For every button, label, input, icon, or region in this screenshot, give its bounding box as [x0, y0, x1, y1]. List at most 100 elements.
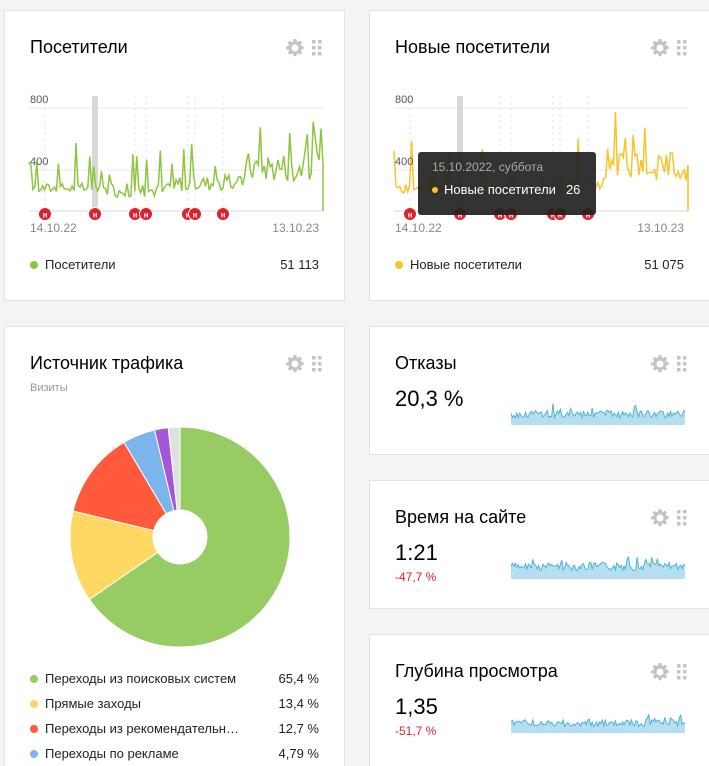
metric-value: 1,35: [395, 694, 438, 719]
tooltip-label: Новые посетители: [444, 182, 556, 197]
gear-icon[interactable]: [285, 354, 305, 374]
event-marker-label: н: [558, 211, 563, 220]
card-title: Время на сайте: [395, 507, 527, 527]
tooltip-value: 26: [565, 182, 581, 197]
card-title: Источник трафика: [30, 353, 184, 373]
sparkline-area: [511, 714, 685, 733]
gear-icon[interactable]: [650, 662, 670, 682]
y-tick-label: 800: [30, 94, 48, 106]
event-marker[interactable]: н: [216, 207, 230, 221]
traffic-pie-chart: [69, 426, 291, 648]
legend-dot: [30, 724, 38, 733]
event-marker[interactable]: н: [403, 207, 417, 221]
legend-label: Прямые заходы: [45, 696, 142, 711]
event-marker-label: н: [93, 211, 98, 220]
pie-slice[interactable]: [72, 441, 167, 532]
legend-item[interactable]: Новые посетители: [395, 257, 522, 272]
card-title: Посетители: [30, 37, 128, 57]
event-marker[interactable]: н: [188, 207, 202, 221]
x-axis-end-date: 13.10.23: [272, 221, 319, 235]
sparkline: [511, 555, 685, 579]
drag-handle-icon[interactable]: [677, 356, 687, 372]
event-marker-label: н: [509, 211, 514, 220]
sparkline-area: [511, 403, 685, 425]
legend-item[interactable]: Переходы из поисковых систем: [30, 671, 236, 686]
chart-tooltip: 15.10.2022, суббота Новые посетители 26: [418, 152, 596, 215]
drag-handle-icon[interactable]: [312, 356, 322, 372]
tooltip-dot: [432, 186, 438, 193]
page-depth-card: Глубина просмотра 1,35 -51,7 %: [369, 634, 709, 766]
time-on-site-card: Время на сайте 1:21 -47,7 %: [369, 480, 709, 609]
legend-dot: [30, 749, 38, 758]
y-tick-label: 800: [395, 94, 413, 106]
legend-dot: [395, 260, 403, 269]
legend-label: Новые посетители: [410, 257, 522, 272]
event-marker-label: н: [193, 211, 198, 220]
event-marker[interactable]: н: [88, 207, 102, 221]
event-marker[interactable]: н: [139, 207, 153, 221]
y-tick-label: 400: [395, 156, 413, 168]
sparkline-line: [511, 555, 685, 572]
legend-value: 13,4 %: [278, 696, 319, 711]
metric-delta: -51,7 %: [395, 724, 437, 738]
pie-slice[interactable]: [88, 426, 291, 648]
legend-dot: [30, 674, 38, 683]
sparkline-line: [511, 714, 685, 728]
bounce-rate-card: Отказы 20,3 %: [369, 326, 709, 455]
legend-label: Посетители: [45, 257, 116, 272]
legend-value: 65,4 %: [278, 671, 319, 686]
metric-value: 1:21: [395, 540, 438, 565]
marker-lines: [44, 96, 224, 211]
legend-value: 4,79 %: [278, 746, 319, 761]
legend-value: 51 113: [280, 257, 319, 272]
legend-dot: [30, 260, 38, 269]
x-axis-end-date: 13.10.23: [637, 221, 684, 235]
legend-label: Переходы из рекомендательн…: [45, 721, 239, 736]
gear-icon[interactable]: [650, 354, 670, 374]
drag-handle-icon[interactable]: [677, 664, 687, 680]
sparkline: [511, 403, 685, 425]
legend-label: Переходы по рекламе: [45, 746, 179, 761]
legend-dot: [30, 699, 38, 708]
drag-handle-icon[interactable]: [677, 40, 687, 56]
metric-delta: -47,7 %: [395, 570, 437, 584]
legend-value: 51 075: [644, 257, 684, 272]
event-marker[interactable]: н: [38, 207, 52, 221]
x-axis-start-date: 14.10.22: [30, 221, 77, 235]
tooltip-date: 15.10.2022, суббота: [432, 160, 544, 174]
legend-item[interactable]: Посетители: [30, 257, 116, 272]
y-tick-label: 400: [30, 156, 48, 168]
event-marker-label: н: [408, 211, 413, 220]
x-axis-start-date: 14.10.22: [395, 221, 442, 235]
event-marker-label: н: [586, 211, 591, 220]
event-marker-label: н: [144, 211, 149, 220]
drag-handle-icon[interactable]: [312, 40, 322, 56]
legend-value: 12,7 %: [278, 721, 319, 736]
sparkline-line: [511, 403, 685, 420]
legend-item[interactable]: Прямые заходы: [30, 696, 141, 711]
legend-item[interactable]: Переходы по рекламе: [30, 746, 179, 761]
pie-slice[interactable]: [167, 426, 181, 511]
sparkline-area: [511, 557, 685, 579]
event-marker-label: н: [221, 211, 226, 220]
gear-icon[interactable]: [650, 508, 670, 528]
legend-label: Переходы из поисковых систем: [45, 671, 237, 686]
sparkline: [511, 714, 685, 733]
drag-handle-icon[interactable]: [677, 510, 687, 526]
pie-slice[interactable]: [69, 510, 159, 601]
gear-icon[interactable]: [650, 38, 670, 58]
event-marker-label: н: [458, 211, 463, 220]
traffic-source-card: Источник трафика Визиты Переходы из поис…: [4, 326, 345, 766]
event-marker[interactable]: н: [128, 207, 142, 221]
event-marker-label: н: [498, 211, 503, 220]
gear-icon[interactable]: [285, 38, 305, 58]
legend-item[interactable]: Переходы из рекомендательн…: [30, 721, 239, 736]
metric-value: 20,3 %: [395, 386, 464, 411]
card-title: Новые посетители: [395, 37, 551, 57]
event-marker-label: н: [133, 211, 138, 220]
card-title: Глубина просмотра: [395, 661, 558, 681]
grid-lines: [29, 107, 323, 212]
